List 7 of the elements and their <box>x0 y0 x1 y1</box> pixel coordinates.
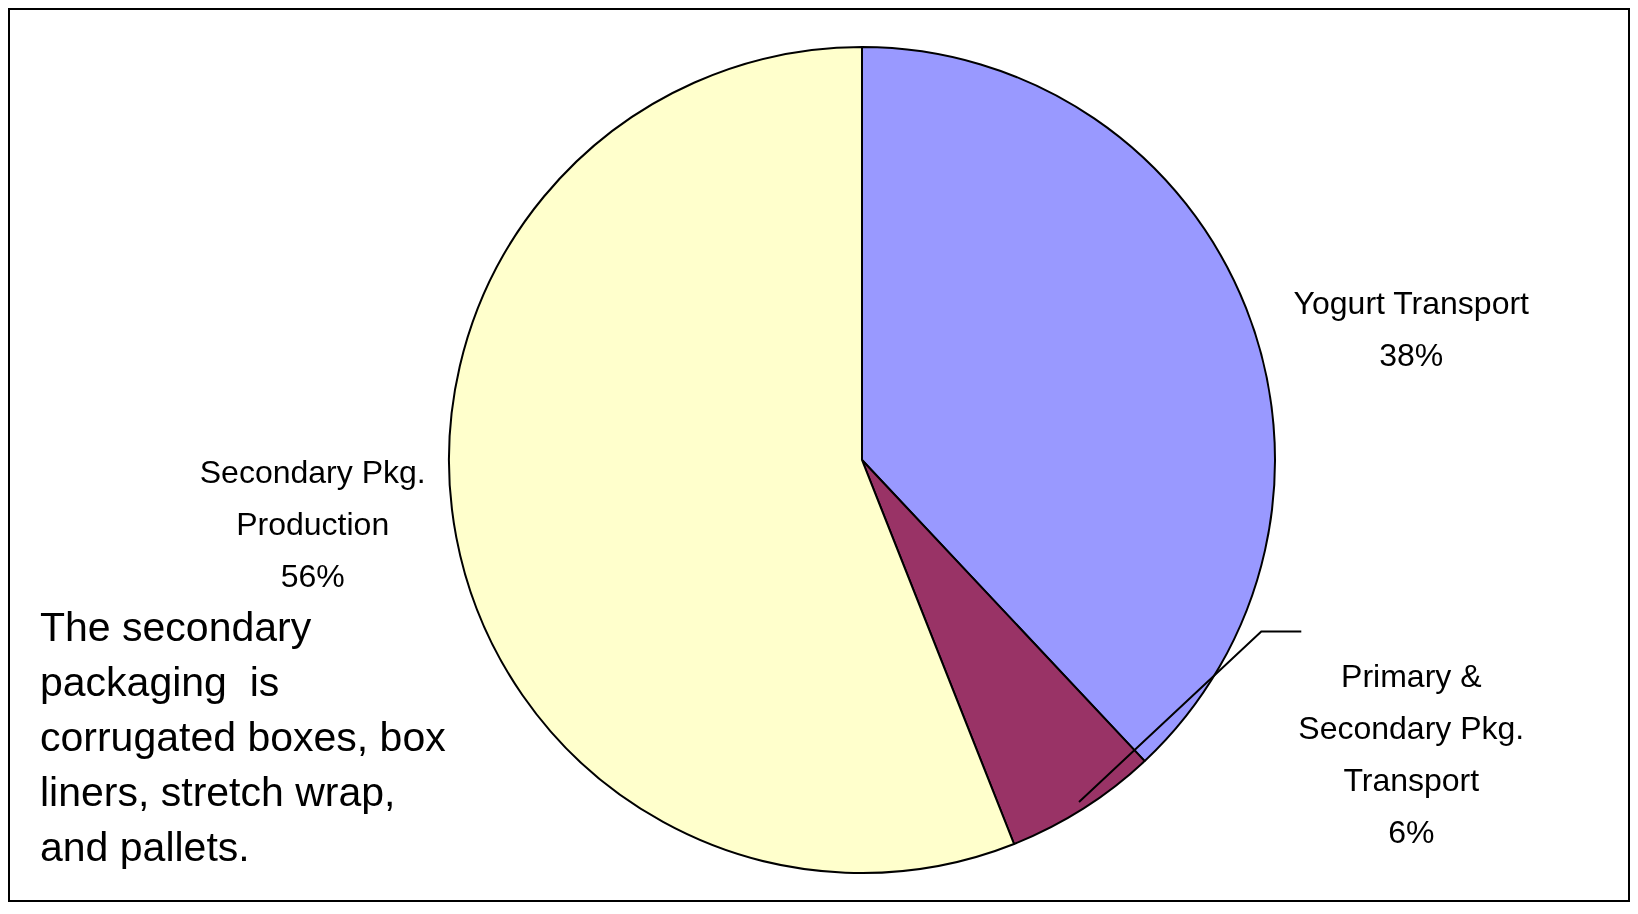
slice-label: Yogurt Transport <box>1293 284 1530 321</box>
data-label: 56% <box>280 557 345 594</box>
slice-label: Primary & Secondary Pkg. Transport <box>1298 658 1525 799</box>
text: The secondary packaging is corrugated boxes, box liners, stretch wrap, and pallets. <box>40 603 447 872</box>
data-label: 38% <box>1379 336 1444 373</box>
data-label: 6% <box>1388 814 1435 851</box>
slice-label: Secondary Pkg. Production <box>199 453 426 542</box>
